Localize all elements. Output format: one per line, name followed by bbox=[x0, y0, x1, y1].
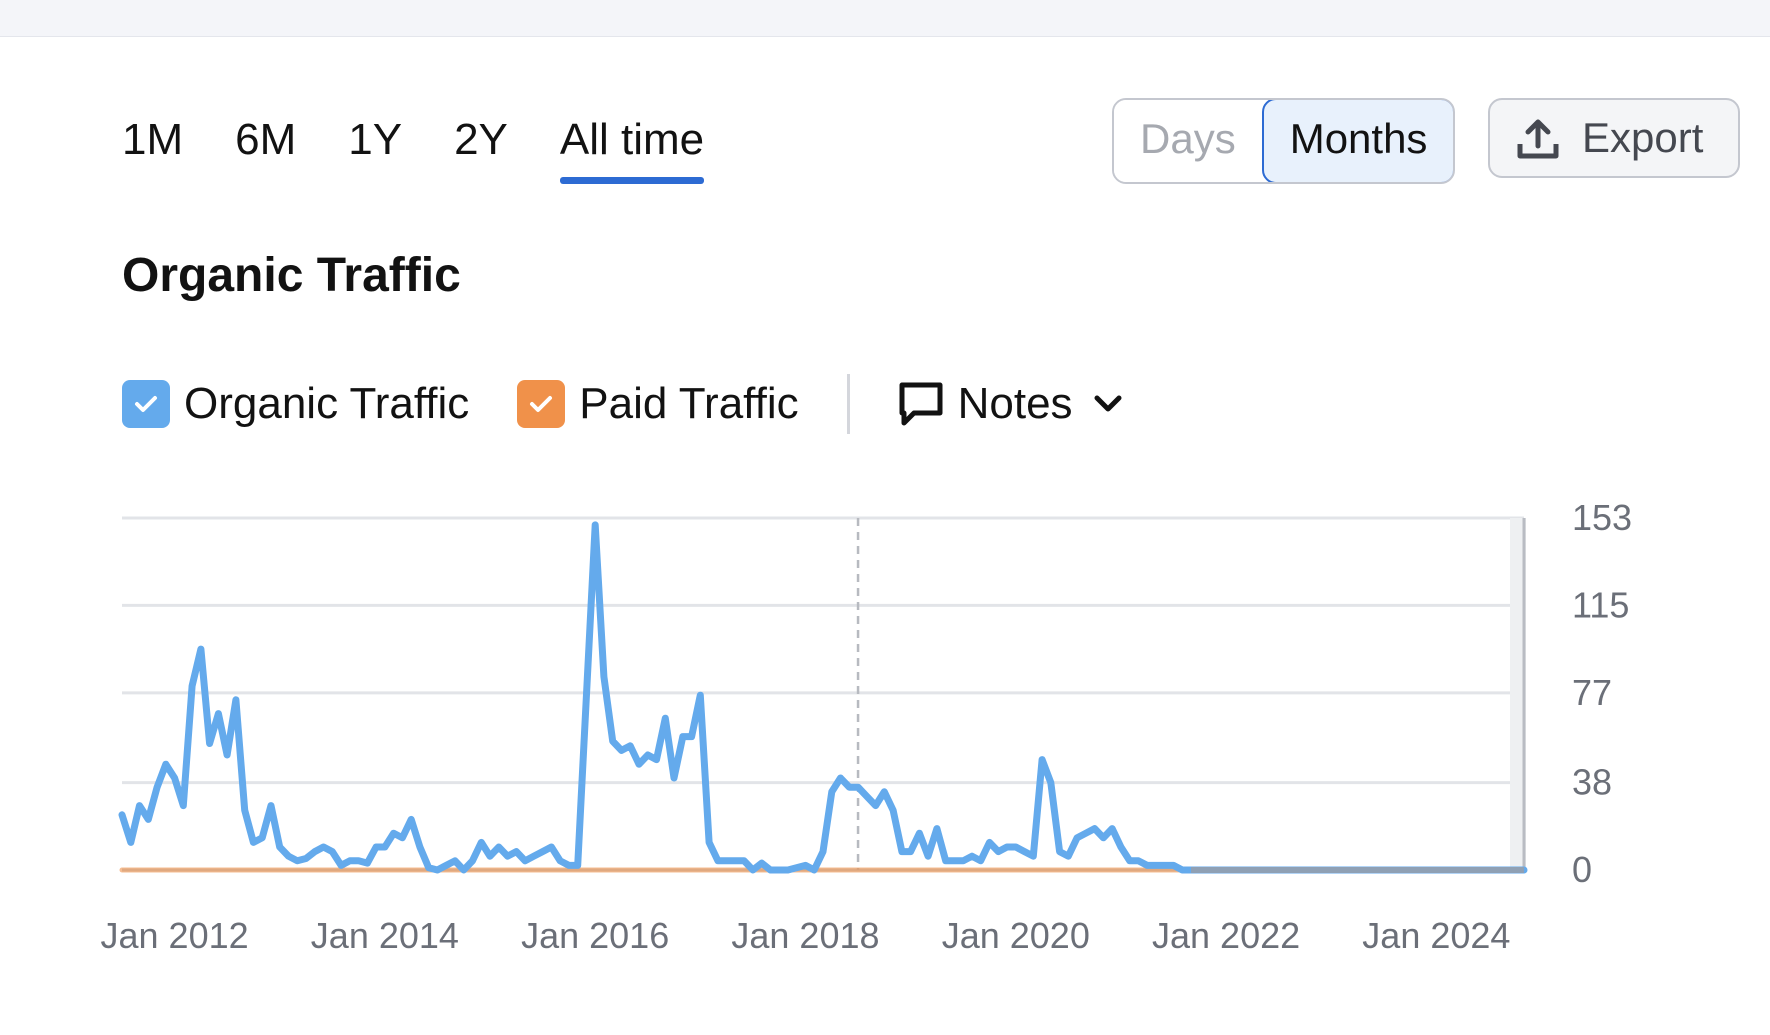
legend-divider bbox=[846, 374, 850, 434]
y-tick-label: 0 bbox=[1572, 849, 1592, 890]
chart-grid bbox=[122, 516, 1526, 872]
x-tick-label: Jan 2020 bbox=[942, 915, 1090, 956]
upload-icon bbox=[1516, 116, 1560, 160]
legend-label-organic: Organic Traffic bbox=[184, 379, 470, 428]
x-tick-label: Jan 2024 bbox=[1362, 915, 1510, 956]
comment-icon bbox=[898, 381, 944, 427]
chart-right-band bbox=[1510, 518, 1526, 870]
notes-dropdown[interactable]: Notes bbox=[898, 379, 1125, 429]
export-button[interactable]: Export bbox=[1488, 98, 1740, 178]
granularity-toggle: Days Months bbox=[1112, 98, 1456, 184]
y-axis-ticks: 0 38 77 115 153 bbox=[1572, 497, 1632, 890]
legend-paid-traffic[interactable]: Paid Traffic bbox=[517, 379, 799, 429]
top-bar bbox=[0, 0, 1770, 37]
period-1m[interactable]: 1M bbox=[122, 115, 184, 164]
section-title: Organic Traffic bbox=[122, 249, 461, 302]
months-button[interactable]: Months bbox=[1261, 100, 1454, 182]
x-tick-label: Jan 2012 bbox=[101, 915, 249, 956]
x-axis-ticks: Jan 2012 Jan 2014 Jan 2016 Jan 2018 Jan 2020… bbox=[101, 915, 1511, 956]
y-tick-label: 115 bbox=[1572, 584, 1629, 625]
legend-label-paid: Paid Traffic bbox=[579, 379, 799, 428]
x-tick-label: Jan 2018 bbox=[731, 915, 879, 956]
period-2y[interactable]: 2Y bbox=[454, 115, 508, 164]
notes-label: Notes bbox=[957, 379, 1073, 428]
series-line-organic-traffic[interactable] bbox=[118, 521, 1528, 874]
x-tick-label: Jan 2016 bbox=[521, 915, 669, 956]
x-tick-label: Jan 2022 bbox=[1152, 915, 1300, 956]
period-all-time[interactable]: All time bbox=[559, 110, 705, 184]
days-button[interactable]: Days bbox=[1114, 100, 1262, 182]
chevron-down-icon bbox=[1091, 392, 1125, 416]
checkbox-checked-icon[interactable] bbox=[517, 380, 566, 428]
period-1y[interactable]: 1Y bbox=[348, 115, 403, 164]
y-tick-label: 153 bbox=[1572, 497, 1632, 538]
checkbox-checked-icon[interactable] bbox=[122, 380, 170, 428]
period-6m[interactable]: 6M bbox=[235, 115, 297, 164]
legend-organic-traffic[interactable]: Organic Traffic bbox=[122, 379, 469, 429]
period-selector: 1M 6M 1Y 2Y All time bbox=[122, 110, 756, 186]
x-tick-label: Jan 2014 bbox=[311, 915, 459, 956]
y-tick-label: 77 bbox=[1572, 672, 1612, 713]
legend: Organic Traffic Paid Traffic Notes bbox=[122, 374, 1125, 434]
chart-series-layer bbox=[118, 521, 1528, 874]
export-label: Export bbox=[1582, 114, 1704, 161]
y-tick-label: 38 bbox=[1572, 762, 1612, 803]
